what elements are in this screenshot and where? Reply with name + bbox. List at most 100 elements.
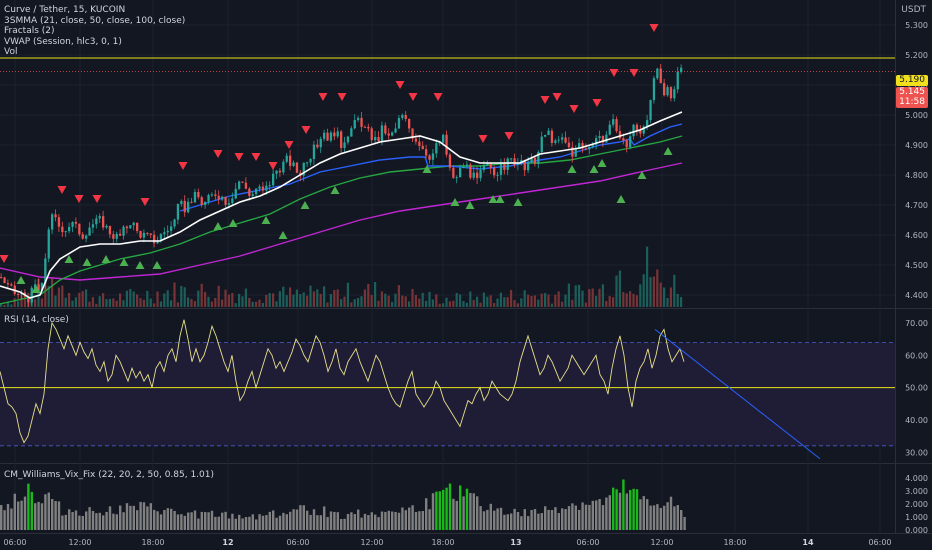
- sma-fast-line: [0, 111, 683, 299]
- candle-body: [336, 131, 339, 137]
- candle-body: [149, 233, 152, 235]
- vix-bar: [370, 512, 373, 530]
- candle-body: [295, 162, 299, 173]
- volume-bar: [221, 299, 224, 307]
- vix-bar: [0, 505, 3, 530]
- candle-body: [431, 153, 435, 160]
- fractal-up-marker: [450, 198, 460, 206]
- vix-bar: [149, 503, 152, 530]
- volume-bar: [10, 304, 13, 307]
- vix-bar: [261, 515, 265, 530]
- volume-bar: [224, 289, 227, 307]
- fractal-up-marker: [16, 276, 26, 284]
- vix-bar: [544, 506, 547, 530]
- price-tick-label: 4.900: [905, 141, 928, 150]
- sma-slow-line: [0, 162, 683, 281]
- vix-bar: [234, 518, 237, 530]
- candle-body: [353, 119, 356, 129]
- candle-body: [323, 132, 326, 139]
- vix-bar: [129, 505, 132, 530]
- volume-bar: [452, 300, 455, 307]
- candle-body: [85, 235, 88, 239]
- volume-bar: [302, 292, 305, 307]
- candle-body: [360, 117, 363, 127]
- vix-bar: [455, 500, 458, 530]
- candle-body: [646, 120, 649, 127]
- vix-bar: [309, 514, 312, 530]
- volume-bar: [68, 292, 71, 307]
- volume-bar: [469, 291, 472, 307]
- vix-bar: [584, 504, 588, 530]
- candle-body: [510, 158, 513, 160]
- volume-bar: [248, 297, 251, 307]
- candle-body: [503, 163, 506, 170]
- rsi-indicator-label[interactable]: RSI (14, close): [4, 315, 69, 325]
- volume-bar: [625, 293, 628, 307]
- vix-bar: [85, 511, 88, 530]
- vix-bar: [683, 516, 686, 530]
- candle-body: [513, 158, 516, 165]
- volume-bar: [197, 290, 200, 307]
- volume-bar: [489, 295, 492, 307]
- vix-bar: [510, 513, 513, 530]
- candle-body: [95, 218, 98, 225]
- vix-bar: [350, 512, 353, 530]
- vix-bar: [340, 518, 343, 530]
- hline-price-tag[interactable]: 5.190: [896, 75, 928, 86]
- vix-legend[interactable]: CM_Williams_Vix_Fix (22, 20, 2, 50, 0.85…: [4, 470, 214, 481]
- vix-bar: [37, 501, 40, 530]
- volume-bar: [112, 298, 115, 307]
- volume-bar: [656, 269, 659, 307]
- candle-body: [27, 296, 30, 303]
- candle-body: [268, 185, 271, 187]
- vix-bar: [272, 510, 275, 530]
- rsi-legend[interactable]: RSI (14, close): [4, 315, 69, 326]
- volume-bar: [95, 303, 98, 307]
- vix-bar: [329, 511, 333, 530]
- volume-bar: [482, 292, 485, 307]
- vix-bar: [479, 506, 482, 530]
- vix-bar: [588, 504, 591, 530]
- vol-indicator-label[interactable]: Vol: [4, 47, 18, 57]
- candle-body: [30, 287, 33, 303]
- volume-bar: [448, 301, 451, 307]
- vix-bar: [71, 512, 74, 530]
- candle-body: [401, 114, 404, 118]
- candle-body: [476, 172, 479, 179]
- volume-bar: [23, 296, 26, 307]
- candle-body: [530, 157, 533, 163]
- sma-indicator-label[interactable]: 3SMMA (21, close, 50, close, 100, close): [4, 15, 186, 26]
- time-tick-label: 13: [510, 538, 521, 547]
- vwap-indicator-label[interactable]: VWAP (Session, hlc3, 0, 1): [4, 36, 122, 47]
- candle-body: [292, 162, 295, 166]
- candle-body: [146, 232, 149, 234]
- candle-body: [217, 195, 220, 200]
- vix-bar: [465, 488, 469, 530]
- vix-tick-label: 2.000: [905, 500, 928, 509]
- volume-bar: [639, 284, 642, 307]
- candle-body: [265, 185, 268, 191]
- volume-bar: [414, 294, 417, 307]
- fractal-up-marker: [567, 165, 577, 173]
- price-tick-label: 4.500: [905, 261, 928, 270]
- volume-bar: [292, 294, 295, 307]
- volume-bar: [404, 296, 407, 307]
- volume-bar: [51, 277, 54, 307]
- candle-body: [635, 124, 639, 131]
- fractal-down-marker: [569, 105, 579, 113]
- vix-bar: [166, 508, 169, 530]
- candle-body: [190, 201, 193, 203]
- candle-body: [676, 71, 679, 90]
- vix-bar: [567, 506, 571, 530]
- vix-indicator-label[interactable]: CM_Williams_Vix_Fix (22, 20, 2, 50, 0.85…: [4, 470, 215, 480]
- candle-body: [438, 142, 441, 144]
- volume-bar: [503, 297, 506, 307]
- fractals-indicator-label[interactable]: Fractals (2): [4, 26, 55, 36]
- candle-body: [605, 134, 608, 143]
- volume-bar: [544, 293, 547, 307]
- candle-body: [489, 163, 492, 169]
- vix-bar: [61, 515, 64, 530]
- volume-bar: [251, 301, 254, 307]
- candle-body: [333, 132, 336, 137]
